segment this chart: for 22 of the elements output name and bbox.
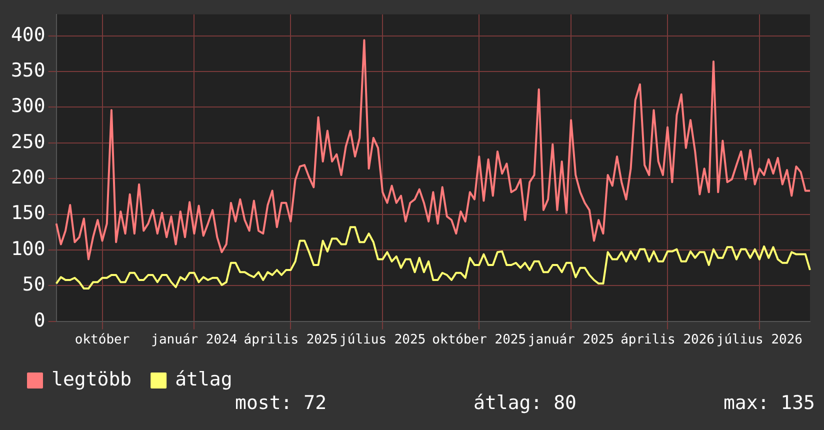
x-tick-label: április 2025 bbox=[244, 332, 338, 348]
legend-label: legtöbb bbox=[52, 368, 132, 390]
legend-label: átlag bbox=[175, 368, 232, 390]
y-tick-label: 300 bbox=[10, 95, 46, 118]
x-tick-label: január 2024 bbox=[151, 332, 238, 348]
y-tick-label: 150 bbox=[10, 202, 46, 224]
x-tick-label: július 2026 bbox=[716, 332, 802, 348]
y-tick-label: 250 bbox=[10, 130, 46, 153]
y-tick-label: 400 bbox=[10, 24, 46, 46]
y-tick-label: 100 bbox=[10, 238, 46, 260]
text: max: 135 bbox=[723, 392, 815, 414]
text: átlag: 80 bbox=[474, 392, 576, 414]
x-tick-label: október 2025 bbox=[432, 332, 526, 348]
x-tick-label: október bbox=[74, 332, 130, 348]
y-tick-label: 0 bbox=[34, 309, 46, 332]
y-tick-label: 200 bbox=[10, 166, 46, 189]
x-tick-label: január 2025 bbox=[528, 332, 614, 348]
y-tick-label: 50 bbox=[22, 274, 46, 296]
y-tick-label: 350 bbox=[10, 59, 46, 82]
text: most: 72 bbox=[235, 392, 327, 414]
x-tick-label: április 2026 bbox=[620, 332, 714, 348]
x-tick-label: július 2025 bbox=[340, 332, 426, 348]
